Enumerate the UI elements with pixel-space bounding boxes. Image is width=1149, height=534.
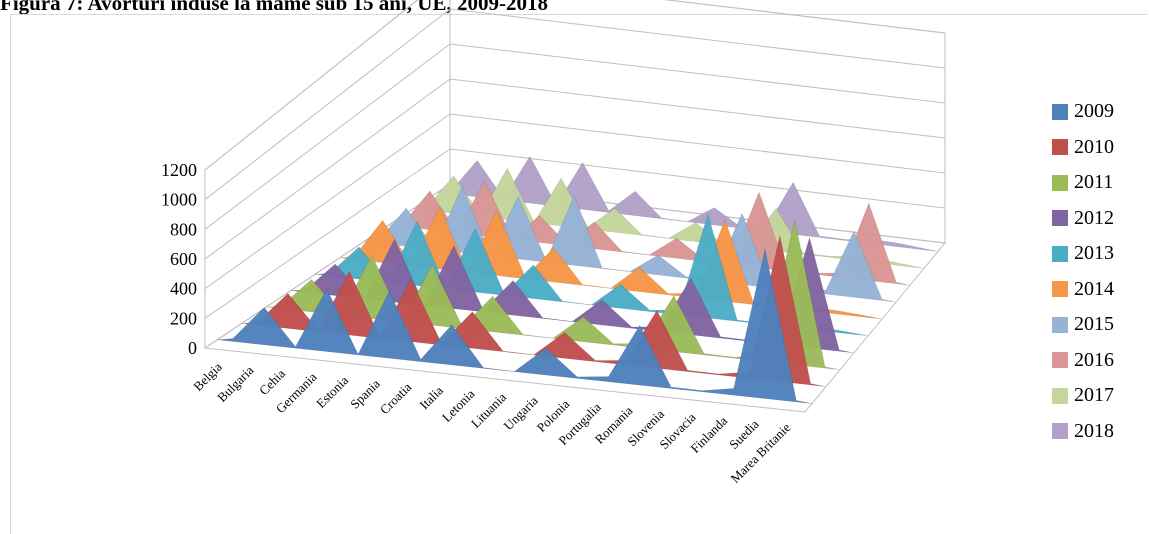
gridline <box>204 0 946 171</box>
y-tick-label: 400 <box>170 279 197 299</box>
gridline <box>204 113 946 290</box>
legend-swatch <box>1052 174 1068 191</box>
legend-item: 2013 <box>1052 236 1147 272</box>
legend-label: 2017 <box>1074 384 1114 407</box>
legend-label: 2012 <box>1074 206 1114 229</box>
legend-label: 2015 <box>1074 313 1114 336</box>
legend-label: 2016 <box>1074 348 1114 371</box>
legend-swatch <box>1052 103 1068 120</box>
legend-item: 2017 <box>1052 378 1147 414</box>
y-tick-label: 1200 <box>161 160 197 180</box>
gridline <box>204 43 946 230</box>
legend-item: 2014 <box>1052 272 1147 308</box>
legend-swatch <box>1052 245 1068 262</box>
x-tick-label: Cehia <box>256 366 288 398</box>
y-tick-label: 0 <box>188 338 197 358</box>
chart-title: Figura 7: Avorturi induse la mame sub 15… <box>0 0 548 15</box>
gridline <box>204 8 946 201</box>
chart-frame <box>10 14 1147 534</box>
legend-label: 2018 <box>1074 419 1114 442</box>
legend-item: 2009 <box>1052 94 1147 130</box>
gridline <box>204 78 946 260</box>
legend-swatch <box>1052 387 1068 404</box>
legend-label: 2014 <box>1074 277 1114 300</box>
legend-item: 2010 <box>1052 130 1147 166</box>
legend-swatch <box>1052 210 1068 227</box>
series-area <box>217 248 813 404</box>
legend: 2009 2010 2011 2012 2013 2014 2015 2016 2017 2018 <box>1052 94 1147 449</box>
series-area <box>437 155 939 252</box>
y-tick-label: 1000 <box>161 190 197 210</box>
legend-label: 2010 <box>1074 135 1114 158</box>
x-tick-label: Croatia <box>377 379 415 417</box>
legend-label: 2011 <box>1074 171 1114 194</box>
series-group <box>217 155 939 404</box>
x-tick-label: Italia <box>416 383 446 413</box>
y-tick-label: 800 <box>170 219 197 239</box>
legend-item: 2018 <box>1052 414 1147 450</box>
legend-item: 2011 <box>1052 165 1147 201</box>
legend-item: 2015 <box>1052 307 1147 343</box>
legend-item: 2016 <box>1052 343 1147 379</box>
legend-swatch <box>1052 316 1068 333</box>
legend-label: 2009 <box>1074 100 1114 123</box>
legend-item: 2012 <box>1052 201 1147 237</box>
legend-swatch <box>1052 139 1068 156</box>
y-tick-label: 600 <box>170 249 197 269</box>
legend-swatch <box>1052 281 1068 298</box>
gridline <box>204 148 946 319</box>
x-tick-label: Estonia <box>313 373 351 411</box>
legend-swatch <box>1052 352 1068 369</box>
y-tick-label: 200 <box>170 308 197 328</box>
legend-swatch <box>1052 423 1068 440</box>
legend-label: 2013 <box>1074 242 1114 265</box>
